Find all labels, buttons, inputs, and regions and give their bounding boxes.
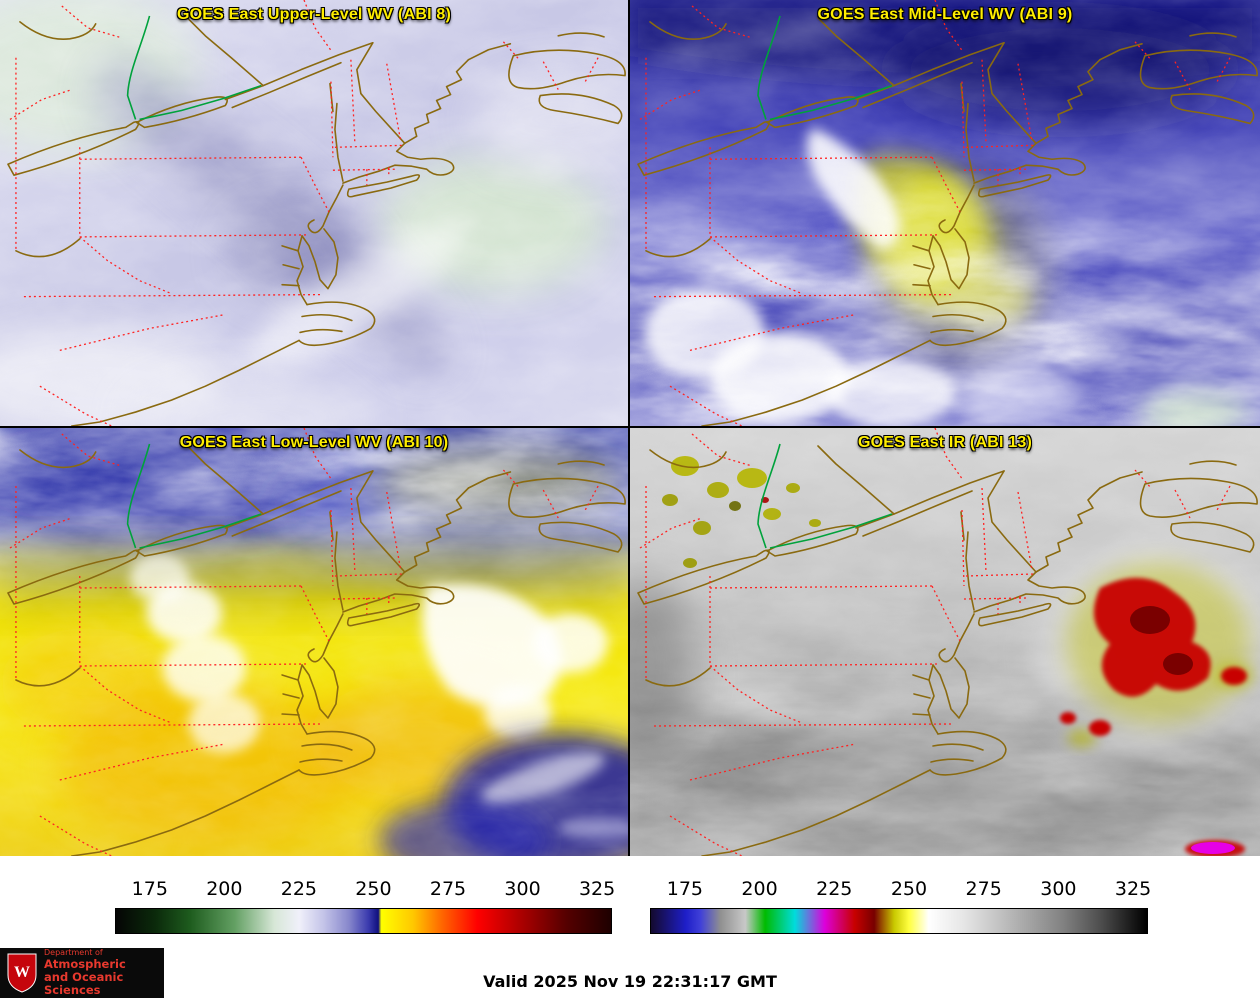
colorbar-tick: 275 [965,878,1002,900]
satellite-image-abi8 [0,0,628,426]
satellite-quadpanel-grid: GOES East Upper-Level WV (ABI 8) GOES Ea… [0,0,1260,856]
crest-letter: W [14,964,30,981]
satellite-image-abi13 [630,428,1260,856]
panel-upper-wv: GOES East Upper-Level WV (ABI 8) [0,0,630,428]
footer: W Department of Atmospheric and Oceanic … [0,946,1260,999]
colorbar-tick: 325 [578,878,616,900]
colorbar-tick: 225 [816,878,853,900]
satellite-image-abi10 [0,428,628,856]
colorbar-tick: 200 [206,878,243,900]
logo-line-atmos: Atmospheric [44,957,126,972]
logo-line-oceanic: and Oceanic Sciences [44,970,124,997]
uw-aos-logo: W Department of Atmospheric and Oceanic … [0,948,164,998]
colorbar-tick: 300 [504,878,541,900]
colorbar-tick: 175 [666,878,703,900]
valid-timestamp: Valid 2025 Nov 19 22:31:17 GMT [483,972,777,991]
satellite-image-abi9 [630,0,1260,426]
logo-text: Department of Atmospheric and Oceanic Sc… [44,948,157,997]
colorbar-tick: 200 [741,878,778,900]
colorbar-tick: 175 [131,878,168,900]
panel-ir: GOES East IR (ABI 13) [630,428,1260,856]
colorbar-tick: 275 [429,878,467,900]
panel-low-wv: GOES East Low-Level WV (ABI 10) [0,428,630,856]
logo-line-dept: Department of [44,948,103,958]
colorbar-tick: 300 [1040,878,1077,900]
panel-title-abi8: GOES East Upper-Level WV (ABI 8) [176,6,451,23]
panel-title-abi10: GOES East Low-Level WV (ABI 10) [179,434,449,451]
colorbar-ir-gradient [650,908,1148,934]
colorbar-ir-block: 175 200 225 250 275 300 325 [630,878,1260,946]
colorbar-tick: 325 [1114,878,1152,900]
panel-title-abi13: GOES East IR (ABI 13) [857,434,1033,451]
panel-mid-wv: GOES East Mid-Level WV (ABI 9) [630,0,1260,428]
colorbar-tick: 250 [890,878,928,900]
colorbar-wv-block: 175 200 225 250 275 300 325 [0,878,630,946]
uw-crest-icon: W [7,953,37,993]
panel-title-abi9: GOES East Mid-Level WV (ABI 9) [817,6,1073,23]
legend-row: 175 200 225 250 275 300 325 175 200 225 … [0,856,1260,946]
colorbar-wv-gradient [115,908,612,934]
colorbar-ir-ticks: 175 200 225 250 275 300 325 [650,878,1152,904]
colorbar-wv-ticks: 175 200 225 250 275 300 325 [115,878,616,904]
colorbar-tick: 225 [280,878,318,900]
colorbar-tick: 250 [355,878,392,900]
